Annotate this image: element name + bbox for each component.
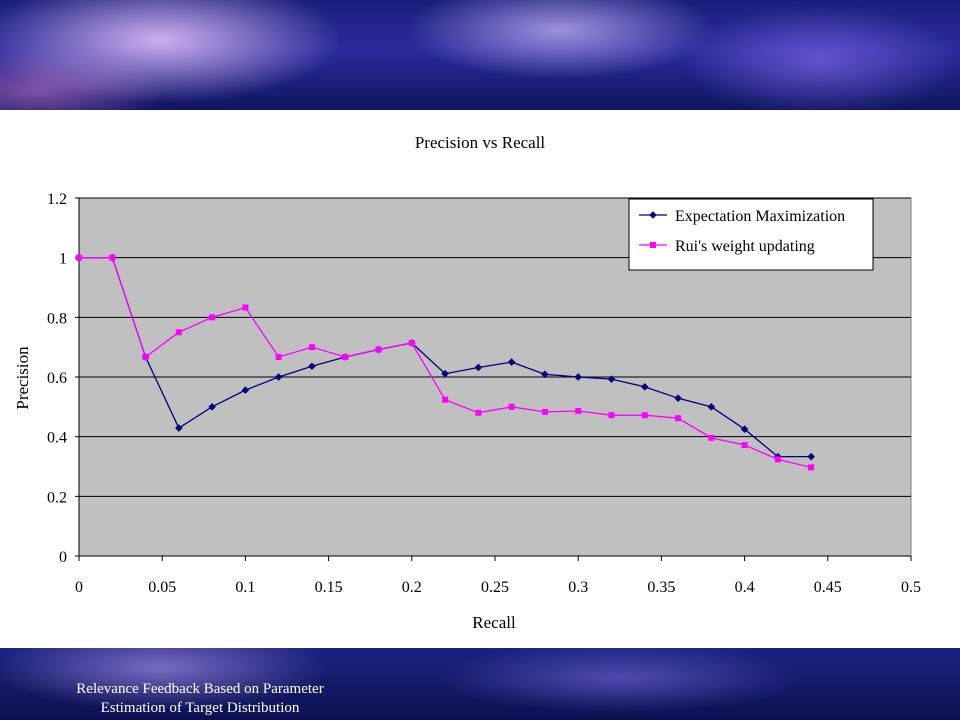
x-tick-label: 0.5 bbox=[901, 579, 921, 596]
slide-header-background bbox=[0, 0, 960, 110]
series-2-point bbox=[741, 442, 748, 449]
series-2-point bbox=[308, 344, 315, 351]
x-axis-label: Recall bbox=[472, 613, 516, 632]
series-1-point bbox=[640, 383, 649, 391]
series-1-point bbox=[607, 375, 616, 383]
slide-footer-background bbox=[0, 648, 960, 720]
y-tick-label: 0.8 bbox=[47, 310, 67, 327]
series-2-point bbox=[708, 434, 715, 441]
precision-recall-chart: Precision vs Recall Recall Precision 0 0.… bbox=[13, 133, 921, 632]
series-2-point bbox=[608, 412, 615, 419]
chart-title: Precision vs Recall bbox=[415, 133, 546, 152]
legend-box bbox=[628, 198, 874, 271]
series-1-point bbox=[740, 425, 749, 434]
x-tick-label: 0.1 bbox=[235, 579, 255, 596]
legend-marker-2 bbox=[650, 242, 656, 248]
series-2-point bbox=[442, 396, 449, 403]
y-tick-label: 0.6 bbox=[47, 370, 67, 387]
series-2-point bbox=[808, 464, 815, 471]
x-tick-label: 0.3 bbox=[568, 579, 588, 596]
x-tick-label: 0.45 bbox=[814, 579, 842, 596]
series-1-point bbox=[308, 362, 316, 371]
series-1-point bbox=[474, 363, 483, 372]
series-2-point bbox=[142, 354, 149, 361]
series-1-point bbox=[574, 373, 582, 381]
series-2-point bbox=[408, 339, 415, 346]
footer-line-2: Estimation of Target Distribution bbox=[100, 700, 300, 716]
legend-marker-1 bbox=[649, 211, 657, 219]
x-tick-label: 0.2 bbox=[402, 579, 422, 596]
series-2-point bbox=[275, 354, 282, 361]
legend-label-1: Expectation Maximization bbox=[675, 208, 845, 225]
series-1-point bbox=[541, 370, 549, 379]
series-2-point bbox=[641, 412, 648, 419]
series-1-point bbox=[208, 403, 216, 411]
series-2-point bbox=[342, 354, 349, 361]
y-tick-label: 1.2 bbox=[47, 191, 67, 208]
series-2-point bbox=[209, 314, 216, 321]
y-axis-label: Precision bbox=[13, 346, 32, 410]
series-1-point bbox=[274, 373, 283, 381]
series-1-point bbox=[807, 452, 815, 461]
series-1-point bbox=[441, 369, 449, 378]
footer-line-1: Relevance Feedback Based on Parameter bbox=[76, 681, 324, 697]
series-2-point bbox=[541, 408, 548, 415]
x-tick-label: 0.4 bbox=[735, 579, 755, 596]
x-tick-label: 0.05 bbox=[148, 579, 176, 596]
series-2-point bbox=[242, 304, 249, 311]
series-1-point bbox=[674, 394, 682, 402]
slide-footer-caption: Relevance Feedback Based on Parameter Es… bbox=[0, 680, 400, 718]
series-2-point bbox=[575, 408, 582, 415]
series-1-point bbox=[707, 403, 716, 411]
series-1-point bbox=[507, 358, 516, 366]
x-tick-label: 0.15 bbox=[315, 579, 343, 596]
x-tick-label: 0.35 bbox=[647, 579, 675, 596]
legend-label-2: Rui's weight updating bbox=[675, 238, 815, 255]
series-2-point bbox=[76, 254, 82, 261]
x-tick-label: 0.25 bbox=[481, 579, 509, 596]
series-2-point bbox=[475, 409, 482, 416]
y-tick-label: 0.2 bbox=[47, 489, 67, 506]
series-1-point bbox=[241, 386, 250, 394]
series-2-point bbox=[508, 403, 515, 410]
y-tick-label: 0.4 bbox=[47, 430, 67, 447]
series-2-point bbox=[375, 346, 382, 353]
y-tick-label: 0 bbox=[59, 549, 67, 566]
series-2-point bbox=[109, 254, 116, 261]
x-tick-label: 0 bbox=[75, 579, 83, 596]
series-2-point bbox=[675, 415, 682, 422]
y-tick-label: 1 bbox=[59, 251, 67, 268]
series-2-point bbox=[175, 329, 182, 336]
series-2-point bbox=[774, 456, 781, 463]
series-1-point bbox=[175, 424, 183, 432]
